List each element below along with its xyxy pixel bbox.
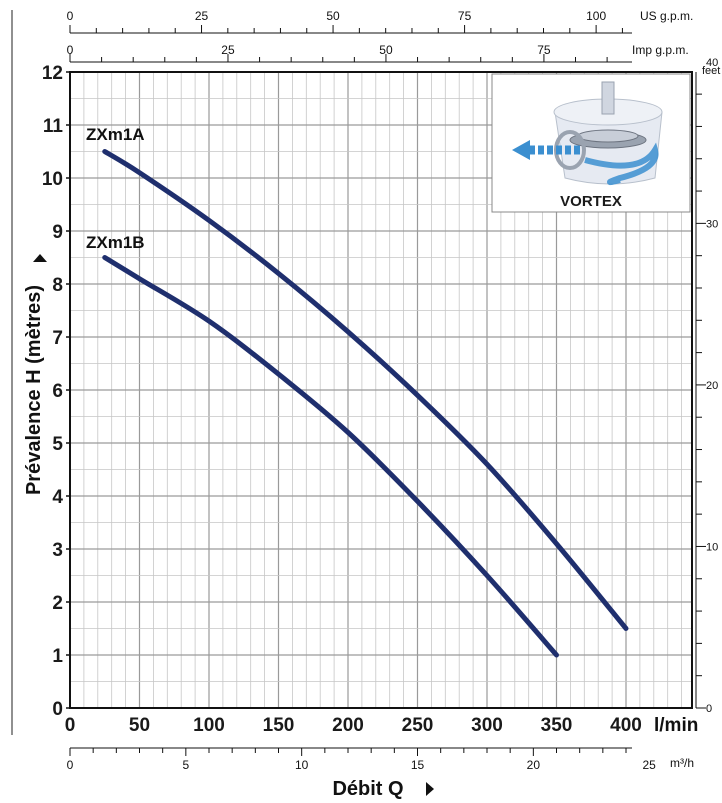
- x-tick-label: 150: [263, 715, 295, 736]
- grid: [70, 72, 692, 708]
- feet-tick-label: 0: [706, 703, 712, 715]
- us-gpm-tick-label: 50: [326, 9, 340, 23]
- inset-label: VORTEX: [560, 193, 622, 210]
- m3h-tick-label: 25: [642, 758, 656, 772]
- series-line-zxm1b: [102, 255, 559, 658]
- y-tick-label: 11: [43, 116, 64, 137]
- us-gpm-tick-label: 25: [195, 9, 209, 23]
- us-gpm-tick-label: 0: [67, 9, 74, 23]
- m3h-label: m³/h: [670, 756, 694, 770]
- feet-tick-label: 40: [706, 57, 718, 69]
- y-tick-label: 6: [52, 381, 63, 402]
- imp-gpm-tick-label: 75: [537, 43, 551, 57]
- vortex-pump-icon: [512, 81, 663, 186]
- series-label-zxm1a: ZXm1A: [86, 125, 145, 144]
- us-gpm-tick-label: 75: [458, 9, 472, 23]
- m3h-tick-label: 0: [67, 758, 74, 772]
- m3h-tick-label: 5: [182, 758, 189, 772]
- imp-gpm-tick-label: 0: [67, 43, 74, 57]
- x-tick-label: 50: [129, 715, 150, 736]
- y-tick-label: 2: [52, 593, 63, 614]
- x-axis-arrow-icon: [426, 782, 434, 796]
- x-tick-label: 0: [65, 715, 76, 736]
- y-axis-arrow-icon: [33, 254, 47, 262]
- m3h-tick-label: 15: [411, 758, 425, 772]
- imp-gpm-label: Imp g.p.m.: [632, 43, 689, 57]
- us-gpm-tick-label: 100: [586, 9, 606, 23]
- series-layer: [102, 149, 629, 658]
- y-tick-label: 1: [52, 646, 63, 667]
- x-tick-label: 300: [471, 715, 503, 736]
- y-tick-label: 10: [42, 169, 63, 190]
- feet-tick-label: 20: [706, 380, 718, 392]
- x-tick-label: 100: [193, 715, 225, 736]
- series-label-zxm1b: ZXm1B: [86, 233, 145, 252]
- x-tick-label: 250: [402, 715, 434, 736]
- y-tick-label: 5: [52, 434, 63, 455]
- y-tick-label: 12: [42, 63, 63, 84]
- x-axis-title: Débit Q: [332, 778, 403, 800]
- y-axis-title: Prévalence H (mètres): [23, 285, 45, 495]
- y-tick-label: 3: [52, 540, 63, 561]
- series-line-zxm1a: [102, 149, 629, 631]
- x-unit-label: l/min: [654, 715, 698, 736]
- y-tick-label: 4: [52, 487, 63, 508]
- feet-label: feet: [702, 65, 720, 77]
- x-tick-label: 400: [610, 715, 642, 736]
- y-tick-label: 7: [52, 328, 63, 349]
- x-tick-label: 200: [332, 715, 364, 736]
- feet-tick-label: 10: [706, 541, 718, 553]
- imp-gpm-tick-label: 25: [221, 43, 235, 57]
- y-tick-label: 8: [52, 275, 63, 296]
- vortex-inset: VORTEX: [491, 73, 691, 213]
- imp-gpm-tick-label: 50: [379, 43, 393, 57]
- x-tick-label: 350: [541, 715, 573, 736]
- m3h-tick-label: 10: [295, 758, 309, 772]
- y-tick-label: 0: [52, 699, 63, 720]
- us-gpm-label: US g.p.m.: [640, 9, 693, 23]
- y-tick-label: 9: [52, 222, 63, 243]
- m3h-tick-label: 20: [527, 758, 541, 772]
- feet-tick-label: 30: [706, 218, 718, 230]
